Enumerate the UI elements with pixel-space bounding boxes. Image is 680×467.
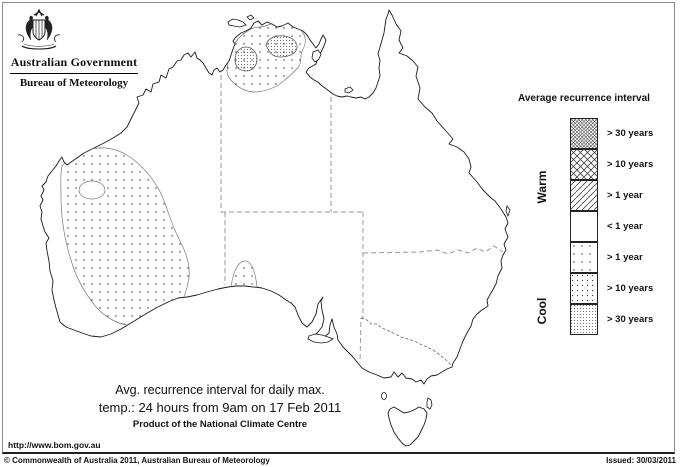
tasmania-coastline: [387, 406, 428, 447]
coat-of-arms-icon: [17, 8, 61, 50]
bom-logo-block: Australian Government Bureau of Meteorol…: [8, 8, 140, 89]
legend-swatch-dots-dense: [570, 304, 598, 335]
bom-url: http://www.bom.gov.au: [8, 440, 101, 450]
australia-map: [39, 9, 511, 447]
legend-entry-label: < 1 year: [607, 221, 643, 232]
kangaroo-island: [307, 333, 334, 344]
flinders-island: [426, 397, 433, 410]
map-frame-border: [2, 2, 675, 454]
legend-cool-label: Cool: [535, 297, 549, 325]
copyright-text: © Commonwealth of Australia 2011, Austra…: [4, 456, 270, 465]
region-top-end-inner-east: [265, 35, 298, 58]
legend-entries: > 30 years > 10 years > 1 year < 1 year > 1 …: [570, 118, 653, 335]
logo-divider: [10, 73, 138, 74]
footer-strip: © Commonwealth of Australia 2011, Austra…: [0, 456, 680, 467]
region-top-end-inner-west: [234, 46, 258, 72]
mornington-island: [344, 86, 354, 94]
legend-entry: > 1 year: [570, 180, 653, 211]
caption-line-3: Product of the National Climate Centre: [132, 419, 308, 430]
legend-entry-label: > 1 year: [607, 252, 643, 263]
legend-entry-label: > 30 years: [607, 128, 654, 139]
groote-eylandt: [311, 49, 322, 63]
caption-line-1: Avg. recurrence interval for daily max.: [115, 383, 325, 397]
legend-entry: > 1 year: [570, 242, 653, 273]
region-bight-dome: [230, 260, 258, 288]
king-island: [381, 392, 387, 400]
legend: Average recurrence interval Warm Cool > …: [518, 93, 676, 335]
legend-entry: > 10 years: [570, 273, 653, 304]
border-qld-nsw: [362, 245, 504, 255]
legend-warm-label: Warm: [535, 170, 549, 204]
cobourg-islet: [246, 14, 255, 21]
legend-entry: < 1 year: [570, 211, 653, 242]
region-wa-neutral-oval: [78, 180, 106, 200]
legend-entry-label: > 30 years: [607, 314, 654, 325]
legend-entry-label: > 10 years: [607, 283, 654, 294]
legend-title: Average recurrence interval: [518, 93, 650, 104]
caption-line-2: temp.: 24 hours from 9am on 17 Feb 2011: [98, 400, 342, 415]
melville-island: [227, 18, 247, 28]
legend-swatch-diagonal-hatch: [570, 180, 598, 211]
logo-government-title: Australian Government: [10, 55, 138, 69]
legend-swatch-plain-white: [570, 211, 598, 242]
legend-swatch-cross-large: [570, 149, 598, 180]
legend-entry: > 30 years: [570, 118, 653, 149]
legend-entry-label: > 10 years: [607, 159, 654, 170]
legend-swatch-cross-dense: [570, 118, 598, 149]
issued-date: Issued: 30/03/2011: [606, 456, 676, 465]
map-caption: Avg. recurrence interval for daily max. …: [50, 383, 390, 430]
logo-agency-title: Bureau of Meteorology: [19, 77, 129, 89]
legend-entry: > 30 years: [570, 304, 653, 335]
legend-entry-label: > 1 year: [607, 190, 643, 201]
offshore-islands: [227, 14, 511, 410]
legend-entry: > 10 years: [570, 149, 653, 180]
legend-swatch-dots-medium: [570, 273, 598, 304]
legend-swatch-dots-sparse: [570, 242, 598, 273]
fraser-island: [505, 205, 511, 218]
